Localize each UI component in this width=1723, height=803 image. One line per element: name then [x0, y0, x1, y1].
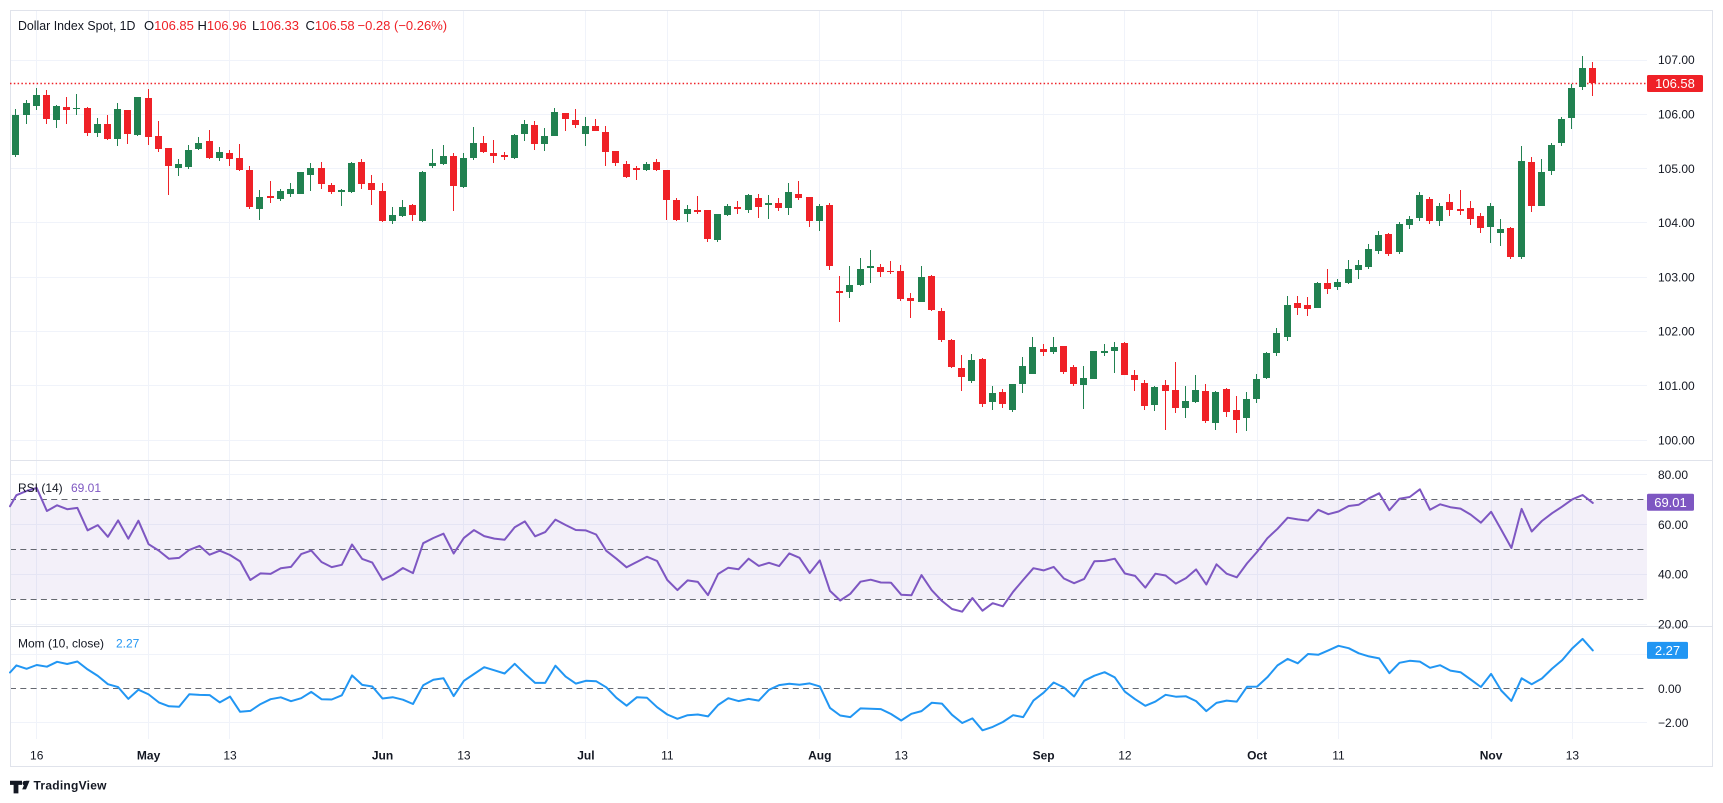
svg-text:−0.28 (−0.26%): −0.28 (−0.26%): [358, 18, 448, 33]
svg-text:Mom (10, close): Mom (10, close): [18, 637, 104, 651]
svg-text:L106.33: L106.33: [252, 18, 299, 33]
svg-text:103.00: 103.00: [1658, 270, 1695, 284]
svg-text:Jun: Jun: [372, 748, 393, 762]
svg-text:13: 13: [457, 748, 471, 762]
svg-text:107.00: 107.00: [1658, 53, 1695, 67]
svg-text:2.27: 2.27: [116, 637, 140, 651]
svg-text:C106.58: C106.58: [306, 18, 355, 33]
svg-text:Nov: Nov: [1480, 748, 1503, 762]
svg-text:60.00: 60.00: [1658, 518, 1688, 532]
svg-text:40.00: 40.00: [1658, 568, 1688, 582]
svg-text:2.27: 2.27: [1655, 643, 1680, 658]
svg-text:Aug: Aug: [808, 748, 831, 762]
svg-text:80.00: 80.00: [1658, 468, 1688, 482]
svg-text:RSI (14): RSI (14): [18, 481, 63, 495]
svg-text:13: 13: [1566, 748, 1580, 762]
svg-text:106.00: 106.00: [1658, 108, 1695, 122]
svg-text:104.00: 104.00: [1658, 216, 1695, 230]
svg-text:16: 16: [30, 748, 44, 762]
svg-text:102.00: 102.00: [1658, 325, 1695, 339]
svg-text:69.01: 69.01: [71, 481, 101, 495]
svg-text:Sep: Sep: [1033, 748, 1055, 762]
svg-text:0.00: 0.00: [1658, 682, 1682, 696]
svg-text:101.00: 101.00: [1658, 379, 1695, 393]
svg-text:−2.00: −2.00: [1658, 716, 1689, 730]
svg-text:O106.85: O106.85: [144, 18, 194, 33]
svg-text:69.01: 69.01: [1654, 495, 1687, 510]
svg-text:Jul: Jul: [577, 748, 594, 762]
svg-text:105.00: 105.00: [1658, 162, 1695, 176]
svg-text:Oct: Oct: [1247, 748, 1267, 762]
svg-text:100.00: 100.00: [1658, 433, 1695, 447]
svg-text:20.00: 20.00: [1658, 618, 1688, 632]
svg-text:H106.96: H106.96: [198, 18, 247, 33]
svg-text:12: 12: [1118, 748, 1132, 762]
svg-text:13: 13: [223, 748, 237, 762]
svg-text:TradingView: TradingView: [34, 778, 108, 792]
svg-text:13: 13: [895, 748, 909, 762]
svg-text:11: 11: [661, 748, 674, 762]
svg-text:Dollar Index Spot, 1D: Dollar Index Spot, 1D: [18, 18, 136, 33]
svg-text:106.58: 106.58: [1655, 76, 1695, 91]
svg-text:May: May: [137, 748, 161, 762]
svg-text:11: 11: [1332, 748, 1345, 762]
